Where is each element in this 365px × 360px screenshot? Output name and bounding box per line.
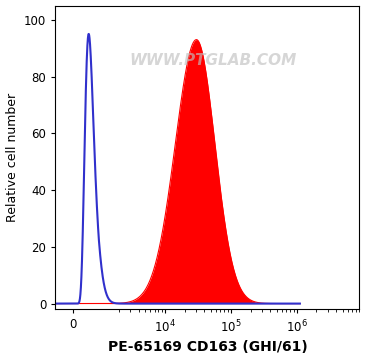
Y-axis label: Relative cell number: Relative cell number [5, 93, 19, 222]
X-axis label: PE-65169 CD163 (GHI/61): PE-65169 CD163 (GHI/61) [108, 341, 307, 355]
Text: WWW.PTGLAB.COM: WWW.PTGLAB.COM [130, 53, 297, 68]
